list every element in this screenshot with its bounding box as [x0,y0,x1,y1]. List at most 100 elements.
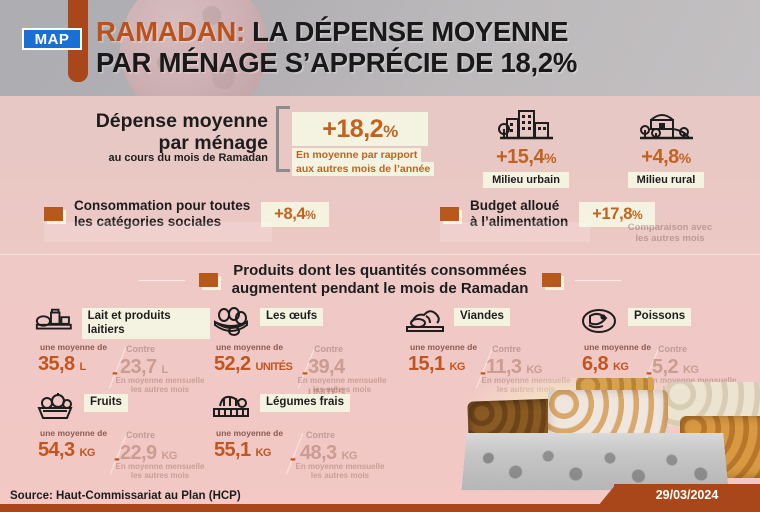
product-unit-ramadan: KG [612,361,629,373]
header-banner: MAP RAMADAN: LA DÉPENSE MOYENNE PAR MÉNA… [0,0,760,96]
product-name: Légumes frais [260,394,350,412]
rural-house-icon [640,114,693,140]
product-name: Viandes [454,308,510,326]
product-name: Lait et produits laitiers [81,308,210,339]
product-label-ramadan: une moyenne de [40,428,108,438]
fish-icon [582,309,616,333]
main-stat-note-line2: aux autres mois de l’année [292,162,435,176]
rural-label: Milieu rural [627,172,705,188]
bullet-square-icon [44,207,63,221]
product-value-ramadan: 52,2 UNITÉS [214,353,293,375]
serving-tray [461,432,729,490]
product-value-other: 48,3 KG [300,442,358,464]
product-label-ramadan: une moyenne de [216,342,284,352]
budget-ghost-note-line1: Comparaison avec [627,222,713,233]
rural-percent: % [678,150,691,166]
product-value-ramadan: 6,8 KG [582,353,629,375]
stat-budget: Budget alloué à l’alimentation +17,8% [440,198,656,230]
section-title-line2: augmentent pendant le mois de Ramadan [231,280,529,297]
urban-value-wrap: +15,4% [466,146,586,169]
product-value-ramadan: 55,1 KG [214,439,272,461]
product-unit-ramadan: KG [255,447,272,459]
urban-percent: % [544,150,557,166]
product-label-other: Contre [306,430,335,440]
product-unit-other: KG [526,364,542,376]
bullet-square-icon [440,207,459,221]
meat-icon [406,310,444,332]
dash-separator: - [302,362,308,382]
source-text: Source: Haut-Commissariat au Plan (HCP) [10,490,241,502]
pastries-photo [430,378,760,490]
section-header: Produits dont les quantités consommées a… [0,262,760,298]
dash-separator: - [112,362,118,382]
product-value-ramadan: 35,8 L [38,353,87,375]
rural-value: +4,8 [641,146,679,168]
consumption-percent: % [305,207,316,222]
stat-consumption: Consommation pour toutes les catégories … [44,198,329,230]
section-title: Produits dont les quantités consommées a… [232,262,529,298]
section-title-line1: Produits dont les quantités consommées [233,262,527,279]
product-value-ramadan: 54,3 KG [38,439,96,461]
budget-label-line2: à l’alimentation [470,214,569,229]
product-label-other: Contre [126,430,155,440]
budget-ghost-note-line2: les autres mois [635,233,705,244]
product-value-other: 5,2 KG [652,356,699,378]
product-unit-ramadan: L [79,361,87,373]
divider-line-left [138,279,185,281]
product-value-other: 11,3 KG [486,356,542,378]
main-stat-note-line1: En moyenne par rapport [292,148,422,162]
milk-dairy-icon [35,308,72,330]
product-value-other: 23,7 L [120,356,169,378]
product-label-ramadan: une moyenne de [216,428,284,438]
budget-ghost-note: Comparaison avec les autres mois [600,222,740,244]
dash-separator: - [114,448,120,468]
budget-label-line1: Budget alloué [470,198,560,213]
vegetables-icon [213,395,249,417]
footer-bar [0,504,760,512]
product-value-other: 22,9 KG [120,442,178,464]
consumption-value-pill: +8,4% [261,201,329,227]
product-unit-ramadan: KG [79,447,96,459]
divider-line-right [575,279,622,281]
product-label-other: Contre [658,344,687,354]
title-rest: LA DÉPENSE MOYENNE [244,16,569,47]
product-card-eggs: Les œufs une moyenne de 52,2 UNITÉS - Co… [210,306,386,399]
main-stat-percent: % [383,121,398,141]
fruits-basket-icon [37,393,73,419]
product-unit-ramadan: UNITÉS [255,361,293,373]
product-unit-other: KG [341,450,358,462]
product-label-ramadan: une moyenne de [40,342,108,352]
product-unit-other: L [161,364,169,376]
product-name: Les œufs [260,308,324,326]
title-line2: PAR MÉNAGE S’APPRÉCIE DE 18,2% [96,47,578,78]
section-divider [0,254,760,255]
urban-label: Milieu urbain [483,172,569,188]
consumption-value: +8,4 [274,204,306,223]
budget-value: +17,8 [592,204,633,223]
consumption-label: Consommation pour toutes les catégories … [74,198,250,230]
product-card-vegetables: Légumes frais une moyenne de 55,1 KG - C… [210,392,386,480]
product-unit-ramadan: KG [449,361,466,373]
dash-separator: - [480,362,486,382]
moon-graphic [120,0,268,96]
bullet-square-icon [198,273,218,287]
bullet-square-icon [542,273,562,287]
product-label-ramadan: une moyenne de [410,342,478,352]
product-label-other: Contre [126,344,155,354]
product-name: Poissons [628,308,692,326]
product-unit-other: KG [161,450,178,462]
budget-value-pill: +17,8% [579,201,656,227]
main-stat-value: +18,2 [322,114,384,143]
rural-value-wrap: +4,8% [606,146,726,169]
product-unit-other: KG [682,364,699,376]
budget-percent: % [632,207,643,222]
dash-separator: - [290,448,296,468]
product-name: Fruits [84,394,128,412]
urban-value: +15,4 [495,146,545,168]
ghost-bar-right [440,222,590,242]
main-stat-label-line2: par ménage [158,132,268,154]
